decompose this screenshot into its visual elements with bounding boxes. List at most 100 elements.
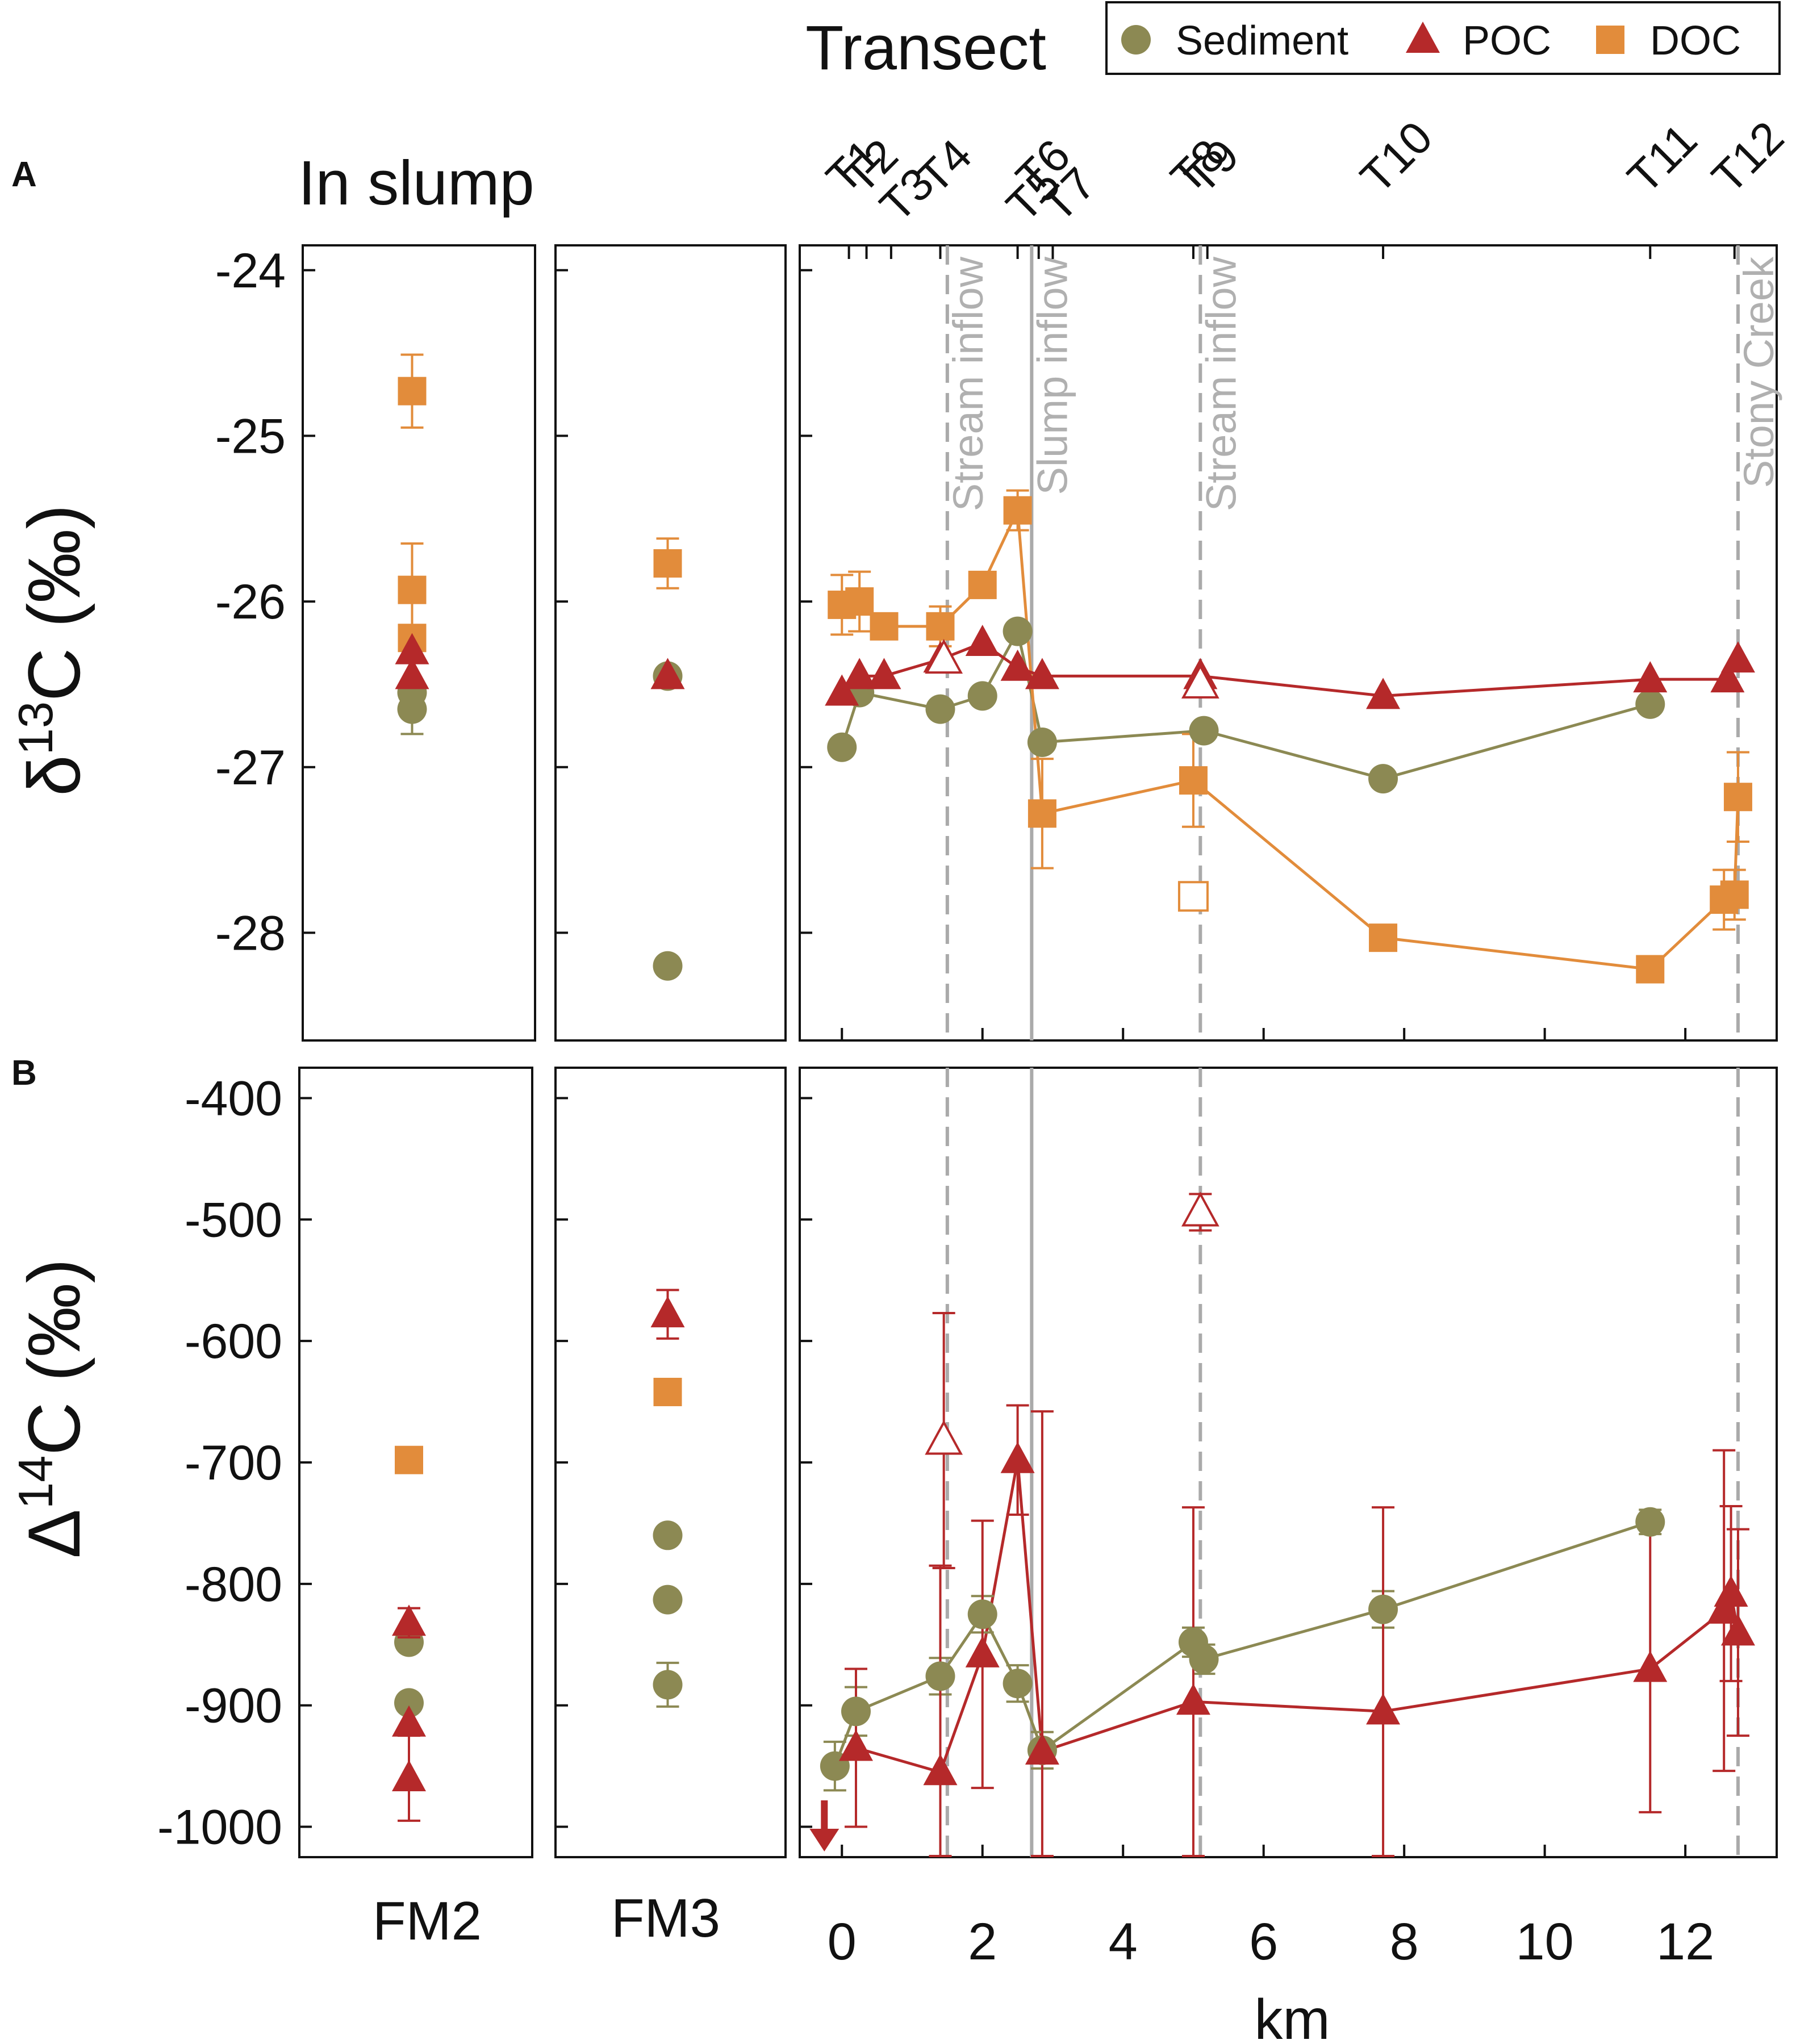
series-poc-point-8-b (1707, 1592, 1741, 1624)
series-poc-open-point-0-b (925, 1420, 963, 1455)
series-doc-point-8-a (1369, 923, 1398, 952)
slump-label-fm3: FM3 (611, 1888, 720, 1949)
slump-fm3-poc-point-0 (650, 658, 685, 689)
series-doc-point-6-a (1028, 799, 1056, 828)
series-sediment-point-8-b (1368, 1594, 1398, 1624)
transect-label-T12: T12 (1702, 112, 1793, 203)
panel-a-ytick-label: -27 (215, 741, 286, 795)
series-sediment-point-7-b (1189, 1644, 1219, 1674)
series-poc-point-0-a (825, 674, 859, 706)
panel-a-ytick-label: -25 (215, 409, 286, 463)
series-poc-err-4-b (1030, 1410, 1054, 1857)
series-poc-point-7-b (1633, 1650, 1668, 1682)
series-poc-point-9-b (1714, 1575, 1748, 1607)
legend-marker-poc (1406, 22, 1440, 53)
panel-letter-a: A (11, 155, 37, 194)
legend-label-doc: DOC (1650, 18, 1741, 64)
series-sediment-point-4-b (1003, 1669, 1033, 1699)
transect-label-T11: T11 (1618, 114, 1706, 203)
series-poc-err-5-b (1181, 1506, 1205, 1857)
series-poc-point-4-b (1025, 1733, 1059, 1765)
slump-fm3-doc-point-0 (653, 549, 682, 578)
series-poc-point-1-a (842, 658, 877, 689)
series-poc-point-5-a (1000, 649, 1035, 681)
series-poc-point-3-b (1000, 1441, 1035, 1473)
series-poc-point-9-a (1633, 661, 1668, 693)
panel-b-frame-fm3 (554, 1067, 787, 1858)
panel-a-frame-fm3 (554, 244, 787, 1042)
transect-title: Transect (805, 13, 1046, 83)
series-doc-point-9-a (1636, 955, 1665, 984)
series-poc-point-5-b (1176, 1683, 1210, 1715)
panel-a-ytick-label: -24 (215, 244, 286, 298)
series-poc-point-4-a (965, 625, 1000, 656)
x-tick-label: 0 (828, 1913, 857, 1971)
series-sediment-point-2-a (925, 694, 955, 724)
guide-label-1: Slump inflow (1029, 256, 1076, 495)
series-poc-point-2-a (867, 658, 901, 689)
guide-label-3: Stony Creek (1735, 256, 1782, 488)
slump-fm3-sediment-point-1 (653, 1585, 683, 1615)
legend-marker-sediment (1121, 25, 1151, 55)
panel-a-frame-fm2 (302, 244, 536, 1042)
series-poc-point-0-b (838, 1729, 873, 1761)
series-poc-point-6-b (1366, 1693, 1401, 1725)
series-line-sediment-b (833, 1520, 1651, 1767)
series-poc-point-11-a (1720, 641, 1755, 673)
panel-b-ytick-label: -700 (185, 1436, 282, 1490)
slump-fm3-sediment-point-2 (653, 1670, 683, 1700)
slump-fm2-poc-point-0 (395, 633, 429, 664)
legend-label-poc: POC (1463, 18, 1551, 64)
panel-a-frame-transect (799, 244, 1778, 1042)
series-poc-point-2-b (965, 1636, 1000, 1667)
panel-a-ytick-label: -28 (215, 906, 286, 960)
slump-fm2-poc-point-1 (395, 658, 429, 689)
panel-a-ytick-label: -26 (215, 575, 286, 629)
panel-b-ytick-label: -500 (185, 1193, 282, 1247)
series-doc-point-3-a (926, 612, 955, 641)
slump-fm2-doc-point-1 (398, 575, 427, 604)
slump-fm2-poc-point-0 (392, 1604, 426, 1636)
slump-fm3-sediment-point-0 (653, 1520, 683, 1550)
series-sediment-point-3-a (967, 681, 997, 711)
series-sediment-point-8-a (1635, 689, 1665, 719)
y-axis-label-b: Δ14C (‰) (9, 1259, 95, 1558)
series-poc-point-10-b (1720, 1614, 1755, 1646)
series-sediment-point-6-a (1189, 716, 1219, 746)
legend: Sediment POC DOC (1105, 1, 1781, 75)
x-axis-label: km (1254, 1988, 1330, 2044)
series-sediment-point-5-a (1027, 728, 1057, 757)
slump-label-fm2: FM2 (373, 1891, 482, 1951)
series-poc-point-10-a (1710, 661, 1745, 693)
legend-box (1105, 1, 1781, 75)
series-doc-point-5-a (1003, 496, 1032, 525)
slump-fm2-sediment-point-1 (394, 1688, 424, 1718)
legend-marker-doc (1596, 26, 1624, 54)
series-doc-point-11-a (1720, 880, 1749, 909)
series-doc-point-12-a (1723, 783, 1752, 812)
panel-b-ytick-label: -400 (185, 1071, 282, 1126)
series-doc-point-2-a (870, 612, 899, 641)
slump-fm3-doc-point-0 (653, 1377, 682, 1406)
transect-label-T10: T10 (1351, 112, 1442, 203)
x-tick-label: 8 (1390, 1913, 1419, 1971)
x-tick-label: 10 (1515, 1913, 1573, 1971)
panel-b-ytick-label: -800 (185, 1557, 282, 1612)
series-doc-point-4-a (968, 570, 997, 599)
series-poc-point-1-b (923, 1754, 958, 1786)
series-sediment-point-1-b (841, 1696, 871, 1727)
slump-fm2-poc-point-1 (392, 1705, 426, 1737)
plot-layer: -28 -27 -26 -25 -24 Stream inflow Slump inflow… (157, 112, 1793, 1971)
x-tick-label: 6 (1249, 1913, 1278, 1971)
series-doc-open-point-0-a (1177, 881, 1209, 912)
series-poc-open-point-1-b (1181, 1192, 1219, 1227)
series-poc-open-point-1-a (1181, 663, 1219, 699)
x-tick-label: 2 (968, 1913, 997, 1971)
slump-fm3-poc-point-0 (650, 1296, 685, 1328)
series-sediment-point-7-a (1368, 764, 1398, 794)
guide-label-2: Stream inflow (1197, 256, 1244, 511)
slump-fm2-poc-point-2 (392, 1760, 426, 1791)
series-doc-point-7-a (1179, 766, 1208, 795)
below-range-arrow-head (809, 1829, 839, 1851)
